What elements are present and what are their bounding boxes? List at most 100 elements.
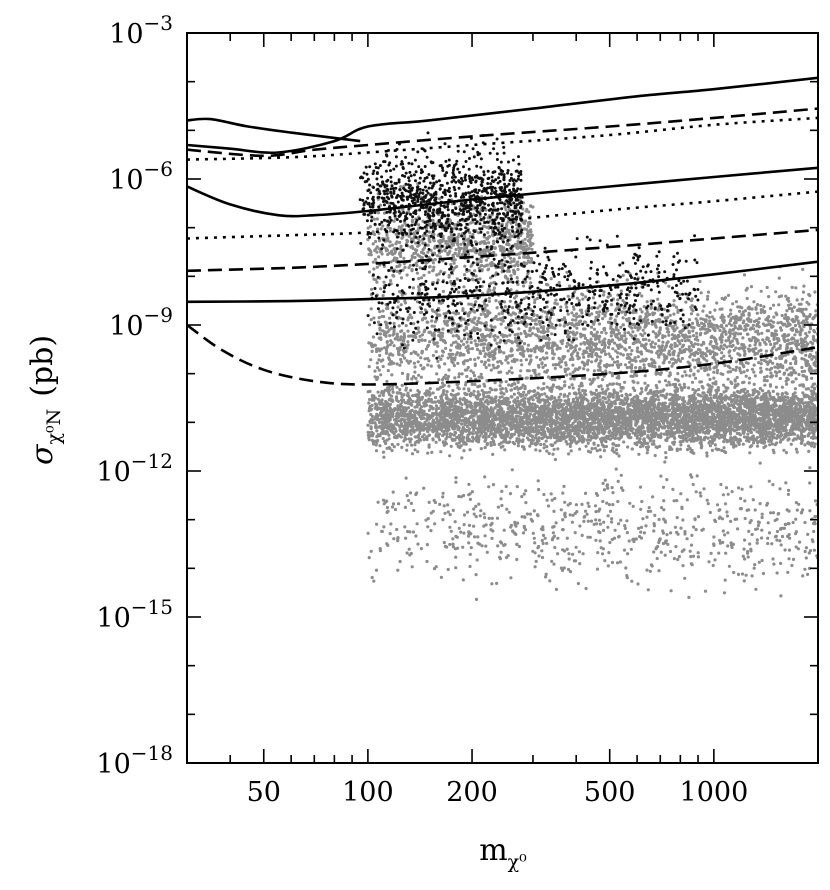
gray-data-point	[516, 438, 520, 443]
gray-data-point	[713, 407, 717, 411]
gray-data-point	[575, 434, 580, 438]
gray-data-point	[541, 407, 545, 411]
gray-data-point	[631, 397, 635, 401]
gray-data-point	[448, 415, 452, 419]
gray-data-point	[552, 419, 556, 423]
gray-data-point	[460, 456, 464, 460]
gray-data-point	[647, 413, 651, 417]
gray-data-point	[459, 422, 463, 426]
gray-data-point	[756, 441, 760, 445]
gray-data-point	[582, 431, 586, 435]
gray-data-point	[410, 443, 414, 447]
gray-data-point	[666, 436, 670, 440]
gray-data-point	[647, 404, 651, 408]
gray-data-point	[678, 383, 682, 387]
gray-data-point	[691, 429, 695, 433]
gray-data-point	[434, 395, 438, 400]
gray-data-point	[392, 432, 396, 436]
gray-data-point	[782, 448, 786, 452]
gray-data-point	[741, 402, 746, 406]
gray-data-point	[771, 389, 775, 393]
gray-data-point	[539, 442, 543, 447]
gray-data-point	[440, 418, 444, 422]
gray-data-point	[784, 391, 788, 395]
gray-data-point	[472, 393, 476, 397]
gray-data-point	[408, 398, 413, 402]
gray-data-point	[545, 399, 550, 403]
gray-data-point	[388, 407, 392, 411]
gray-data-point	[526, 397, 530, 401]
gray-data-point	[715, 371, 719, 375]
gray-data-point	[789, 442, 793, 446]
gray-data-point	[751, 410, 755, 414]
gray-data-point	[527, 416, 531, 420]
gray-data-point	[556, 447, 560, 451]
gray-data-point	[543, 403, 547, 407]
gray-data-point	[431, 391, 435, 395]
gray-data-point	[775, 436, 779, 440]
gray-data-point	[651, 428, 656, 432]
gray-data-point	[548, 411, 552, 416]
gray-data-point	[722, 390, 726, 394]
gray-data-point	[789, 418, 793, 422]
gray-data-point	[596, 429, 601, 433]
gray-data-point	[444, 442, 448, 446]
gray-data-point	[618, 401, 622, 406]
gray-data-point	[794, 426, 798, 430]
gray-data-point	[545, 449, 549, 453]
gray-data-point	[786, 396, 790, 400]
gray-data-point	[429, 405, 433, 409]
gray-data-point	[490, 436, 494, 441]
gray-data-point	[675, 420, 679, 424]
gray-data-point	[449, 392, 453, 396]
gray-data-point	[492, 442, 496, 447]
gray-data-point	[396, 442, 400, 446]
gray-data-point	[387, 388, 392, 392]
gray-data-point	[646, 435, 650, 439]
gray-data-point	[604, 392, 608, 396]
gray-data-point	[586, 435, 591, 439]
gray-data-point	[511, 440, 515, 445]
gray-data-point	[813, 442, 817, 446]
gray-data-point	[561, 408, 565, 412]
gray-data-point	[407, 437, 411, 441]
gray-data-point	[708, 393, 713, 397]
gray-data-point	[708, 444, 713, 448]
gray-data-point	[771, 428, 775, 432]
gray-data-point	[710, 448, 715, 452]
gray-data-point	[584, 444, 588, 448]
gray-data-point	[439, 450, 443, 454]
gray-data-point	[542, 442, 546, 446]
gray-data-point	[574, 440, 578, 444]
gray-data-point	[780, 392, 785, 396]
gray-data-point	[762, 445, 766, 450]
gray-data-point	[600, 443, 605, 447]
gray-data-point	[572, 377, 576, 381]
gray-data-point	[781, 437, 785, 441]
gray-data-point	[691, 432, 695, 436]
gray-data-point	[493, 406, 497, 410]
gray-data-point	[471, 435, 475, 439]
gray-data-point	[737, 432, 741, 436]
gray-data-point	[728, 409, 732, 413]
gray-data-point	[587, 413, 591, 417]
gray-data-point	[698, 422, 702, 426]
gray-data-point	[553, 457, 558, 462]
gray-data-point	[566, 408, 570, 412]
gray-data-point	[553, 426, 557, 430]
gray-data-point	[611, 417, 615, 421]
gray-data-point	[771, 448, 775, 452]
gray-data-point	[799, 423, 803, 427]
gray-data-point	[512, 424, 516, 428]
gray-data-point	[469, 415, 474, 419]
gray-data-point	[374, 449, 379, 453]
gray-data-point	[390, 448, 394, 453]
gray-data-point	[427, 408, 431, 412]
gray-data-point	[572, 391, 576, 395]
gray-data-point	[628, 393, 632, 397]
gray-data-point	[453, 395, 457, 399]
gray-data-point	[649, 433, 654, 437]
gray-data-point	[491, 439, 495, 443]
gray-data-point	[461, 411, 465, 415]
gray-data-point	[367, 401, 371, 405]
